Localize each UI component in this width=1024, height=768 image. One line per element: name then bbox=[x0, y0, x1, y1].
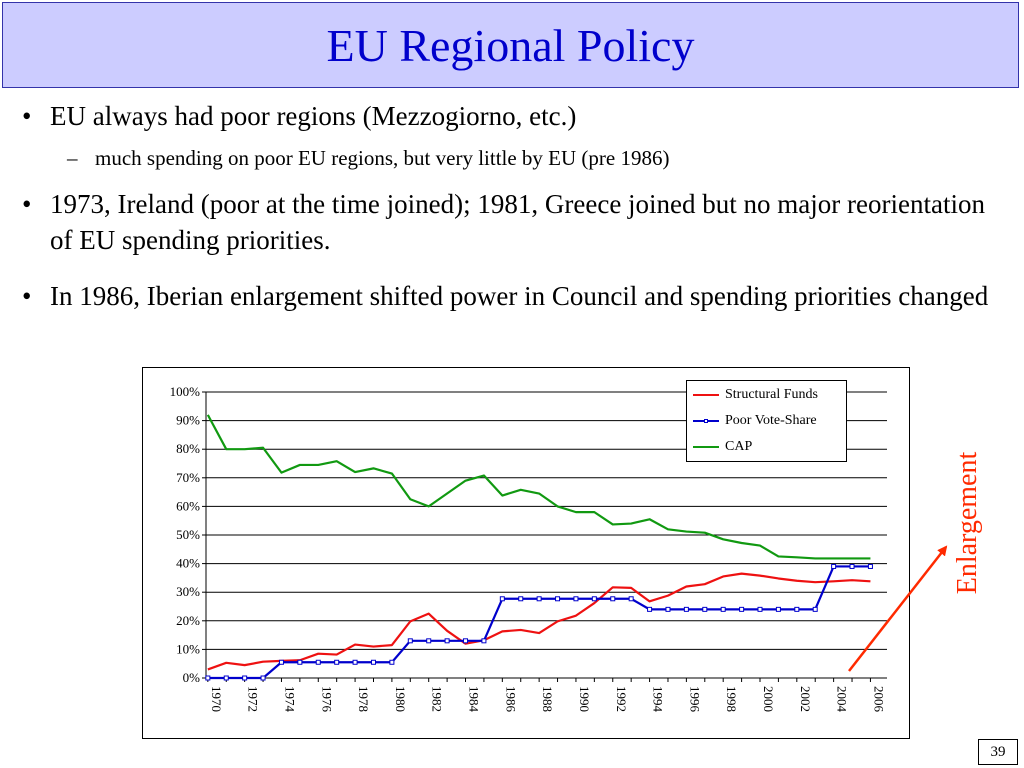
legend-swatch bbox=[693, 441, 719, 453]
y-tick-label: 30% bbox=[176, 584, 200, 599]
x-tick-label: 1982 bbox=[430, 686, 445, 712]
x-tick-label: 2004 bbox=[835, 686, 850, 713]
x-tick-label: 1970 bbox=[209, 686, 224, 712]
chart-legend: Structural Funds Poor Vote-Share CAP bbox=[686, 380, 847, 462]
arrow-line bbox=[848, 545, 948, 672]
data-point bbox=[831, 563, 837, 569]
data-point bbox=[463, 638, 469, 644]
sub-bullet-item: – much spending on poor EU regions, but … bbox=[67, 144, 967, 172]
data-point bbox=[775, 606, 781, 612]
data-point bbox=[334, 659, 340, 665]
series-line-cap bbox=[206, 414, 871, 560]
series-line-structural-funds bbox=[207, 572, 871, 671]
bullet-item: • 1973, Ireland (poor at the time joined… bbox=[22, 186, 997, 258]
y-tick-label: 0% bbox=[183, 670, 201, 685]
legend-label: Structural Funds bbox=[725, 387, 818, 402]
bullet-marker: • bbox=[22, 189, 32, 219]
x-tick-label: 1994 bbox=[651, 686, 666, 713]
legend-swatch bbox=[693, 389, 719, 401]
legend-label: CAP bbox=[725, 439, 753, 454]
y-tick-label: 20% bbox=[176, 613, 200, 628]
data-point bbox=[426, 638, 432, 644]
data-point bbox=[683, 606, 689, 612]
data-point bbox=[647, 606, 653, 612]
line-chart: 0% 10% 20% 30% 40% 50% 60% 70% 80% 90% 100% 1970 197… bbox=[142, 367, 910, 739]
x-tick-label: 1980 bbox=[393, 686, 408, 712]
legend-label: Poor Vote-Share bbox=[725, 413, 817, 428]
y-tick-label: 10% bbox=[176, 641, 200, 656]
data-point bbox=[720, 606, 726, 612]
y-tick-label: 90% bbox=[176, 413, 200, 428]
data-point bbox=[278, 659, 284, 665]
data-point bbox=[389, 659, 395, 665]
data-point bbox=[481, 638, 487, 644]
legend-item-structural-funds: Structural Funds bbox=[693, 383, 818, 407]
data-point bbox=[297, 659, 303, 665]
bullet-text: 1973, Ireland (poor at the time joined);… bbox=[50, 189, 985, 255]
data-point bbox=[370, 659, 376, 665]
x-tick-label: 1998 bbox=[724, 686, 739, 712]
data-point bbox=[628, 596, 634, 602]
x-tick-label: 1988 bbox=[540, 686, 555, 712]
data-point bbox=[591, 596, 597, 602]
y-tick-label: 60% bbox=[176, 498, 200, 513]
x-tick-label: 1978 bbox=[356, 686, 371, 712]
data-point bbox=[573, 596, 579, 602]
sub-bullet-text: much spending on poor EU regions, but ve… bbox=[95, 146, 670, 170]
data-point bbox=[499, 596, 505, 602]
data-point bbox=[260, 675, 266, 681]
x-tick-label: 2000 bbox=[761, 686, 776, 712]
data-point bbox=[223, 675, 229, 681]
x-tick-label: 2002 bbox=[798, 686, 813, 712]
data-point bbox=[794, 606, 800, 612]
data-point bbox=[665, 606, 671, 612]
x-tick-label: 1996 bbox=[687, 686, 702, 713]
data-point bbox=[315, 659, 321, 665]
chart-plot: 0% 10% 20% 30% 40% 50% 60% 70% 80% 90% 100% 1970 197… bbox=[170, 384, 887, 713]
y-tick-label: 40% bbox=[176, 556, 200, 571]
data-point bbox=[352, 659, 358, 665]
data-point bbox=[849, 563, 855, 569]
x-tick-label: 1984 bbox=[467, 686, 482, 713]
bullet-item: • EU always had poor regions (Mezzogiorn… bbox=[22, 98, 997, 134]
data-point bbox=[812, 606, 818, 612]
data-point bbox=[205, 675, 211, 681]
bullet-item: • In 1986, Iberian enlargement shifted p… bbox=[22, 278, 997, 314]
bullet-marker: • bbox=[22, 101, 32, 131]
x-tick-label: 1976 bbox=[319, 686, 334, 713]
x-tick-label: 1972 bbox=[246, 686, 261, 712]
legend-swatch bbox=[693, 415, 719, 427]
bullet-text: In 1986, Iberian enlargement shifted pow… bbox=[50, 281, 989, 311]
bullet-marker: • bbox=[22, 281, 32, 311]
data-point bbox=[610, 596, 616, 602]
bullet-text: EU always had poor regions (Mezzogiorno,… bbox=[50, 101, 577, 131]
x-tick-label: 1974 bbox=[282, 686, 297, 713]
y-tick-label: 80% bbox=[176, 441, 200, 456]
slide-title: EU Regional Policy bbox=[326, 19, 695, 71]
data-point bbox=[407, 638, 413, 644]
y-tick-label: 100% bbox=[170, 384, 201, 399]
data-point bbox=[536, 596, 542, 602]
data-point bbox=[739, 606, 745, 612]
sub-bullet-marker: – bbox=[67, 146, 78, 170]
y-tick-label: 70% bbox=[176, 470, 200, 485]
x-tick-label: 1990 bbox=[577, 686, 592, 712]
enlargement-label: Enlargement bbox=[952, 451, 983, 595]
page-number: 39 bbox=[978, 739, 1018, 765]
data-point bbox=[757, 606, 763, 612]
data-point bbox=[702, 606, 708, 612]
data-point bbox=[242, 675, 248, 681]
x-tick-label: 1992 bbox=[614, 686, 629, 712]
data-point bbox=[444, 638, 450, 644]
data-point bbox=[555, 596, 561, 602]
x-tick-label: 1986 bbox=[503, 686, 518, 713]
legend-item-poor-vote-share: Poor Vote-Share bbox=[693, 409, 817, 433]
data-point bbox=[867, 563, 873, 569]
y-tick-label: 50% bbox=[176, 527, 200, 542]
x-tick-label: 2006 bbox=[871, 686, 886, 713]
title-bar: EU Regional Policy bbox=[2, 2, 1019, 88]
legend-item-cap: CAP bbox=[693, 435, 752, 459]
data-point bbox=[518, 596, 524, 602]
